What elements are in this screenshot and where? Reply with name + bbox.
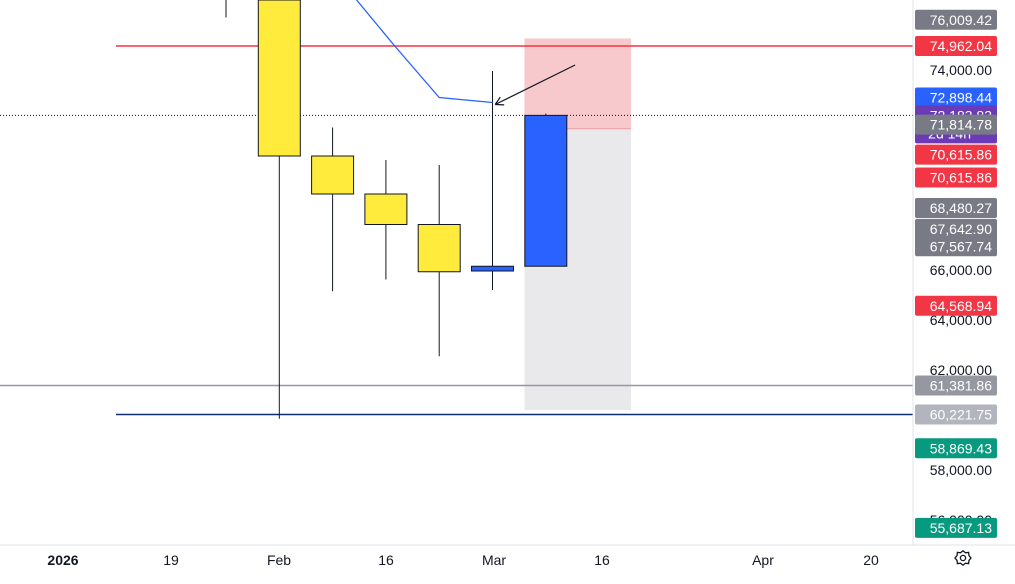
chart-settings-button[interactable]	[951, 546, 975, 570]
position-target-zone[interactable]	[524, 38, 632, 129]
x-tick-label-3: 16	[378, 552, 394, 568]
price-badge-label: 64,568.94	[930, 298, 992, 314]
y-tick-label-0: 74,000.00	[930, 62, 992, 78]
price-badge-0: 76,009.42	[915, 9, 997, 30]
candles-layer	[225, 0, 568, 419]
price-badge-14: 55,687.13	[915, 517, 997, 538]
x-tick-label-2: Feb	[267, 552, 291, 568]
x-tick-label-1: 19	[163, 552, 179, 568]
price-badge-label: 70,615.86	[930, 147, 992, 163]
x-tick-label-7: 20	[863, 552, 879, 568]
candle-body-4	[417, 224, 461, 273]
candle-body-2	[311, 155, 355, 195]
price-badge-label: 76,009.42	[930, 12, 992, 28]
price-badge-6: 70,615.86	[915, 167, 997, 188]
y-axis: 74,000.00 66,000.00 64,000.00 62,000.00 58,0…	[913, 0, 1015, 545]
candle-body-5	[471, 265, 514, 272]
price-badge-9: 67,567.74	[915, 236, 997, 257]
price-badge-12: 60,221.75	[915, 404, 997, 425]
price-badge-8: 67,642.90	[915, 218, 997, 239]
candle-body-1	[257, 0, 301, 157]
price-badge-1: 74,962.04	[915, 35, 997, 56]
x-axis: 2026 19 Feb 16 Mar 16 Apr 20	[0, 0, 1015, 568]
price-badge-10: 64,568.94	[915, 295, 997, 316]
overlay-layer	[356, 0, 576, 106]
candle-body-6	[524, 114, 568, 267]
price-badge-5: 70,615.86	[915, 144, 997, 165]
horizontal-lines-layer	[0, 45, 913, 416]
x-tick-label-5: 16	[594, 552, 610, 568]
price-badge-label: 55,687.13	[930, 520, 992, 536]
price-badge-13: 58,869.43	[915, 438, 997, 459]
x-tick-label-4: Mar	[482, 552, 506, 568]
arrow-annotation[interactable]	[494, 64, 576, 106]
gear-icon	[954, 549, 972, 567]
price-badge-2: 72,898.44	[915, 87, 997, 108]
y-tick-label-1: 66,000.00	[930, 262, 992, 278]
candle-body-3	[364, 193, 408, 225]
x-tick-label-6: Apr	[752, 552, 774, 568]
x-tick-label-0: 2026	[47, 552, 78, 568]
price-badge-7: 68,480.27	[915, 197, 997, 218]
price-badge-label: 70,615.86	[930, 170, 992, 186]
price-badge-4: 71,814.78	[915, 114, 997, 135]
y-tick-label-4: 58,000.00	[930, 462, 992, 478]
price-badge-label: 74,962.04	[930, 38, 992, 54]
price-badge-label: 67,642.90	[930, 221, 992, 237]
price-badge-11: 61,381.86	[915, 375, 997, 396]
price-badge-label: 61,381.86	[930, 377, 992, 393]
y-tick-label-3: 62,000.00	[930, 362, 992, 378]
y-tick-label-2: 64,000.00	[930, 312, 992, 328]
price-badge-label: 71,814.78	[930, 117, 992, 133]
price-badge-label: 72,898.44	[930, 90, 992, 106]
price-badge-label: 68,480.27	[930, 200, 992, 216]
moving-average-line[interactable]	[356, 0, 493, 104]
price-badge-label: 67,567.74	[930, 238, 992, 254]
price-badge-label: 60,221.75	[930, 406, 992, 422]
price-badge-label: 58,869.43	[930, 440, 992, 456]
